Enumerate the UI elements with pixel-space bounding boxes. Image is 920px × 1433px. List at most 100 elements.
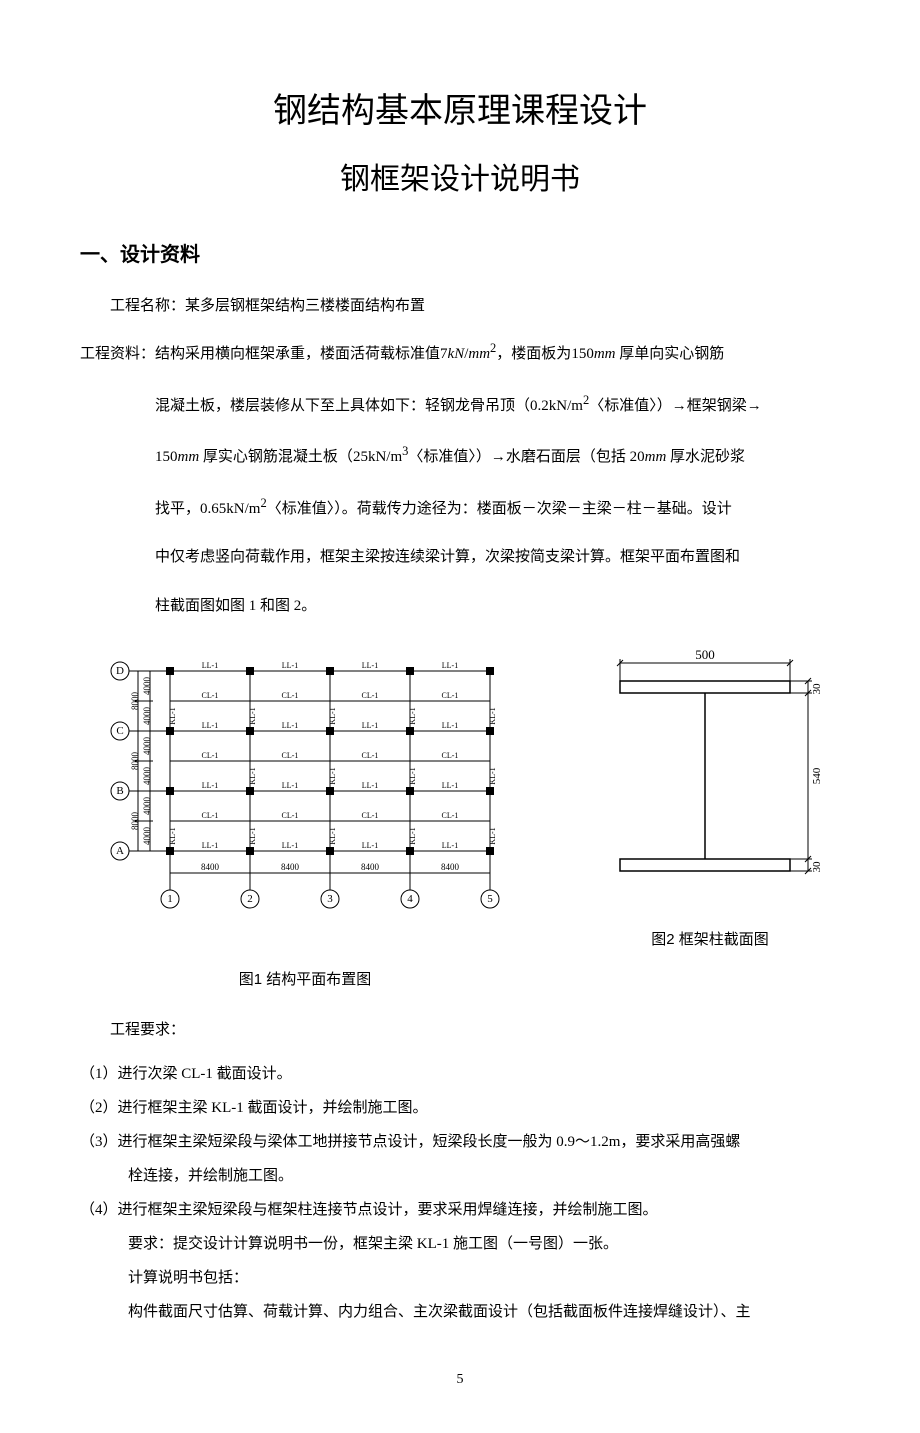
svg-text:KL-1: KL-1 bbox=[408, 767, 417, 784]
axis-1: 1 bbox=[167, 893, 173, 905]
formula-4: 0.65kN/m2 bbox=[200, 501, 267, 517]
svg-text:CL-1: CL-1 bbox=[202, 751, 219, 760]
req-7: 构件截面尺寸估算、荷载计算、内力组合、主次梁截面设计（包括截面板件连接焊缝设计）… bbox=[80, 1297, 840, 1327]
req-4: （4）进行框架主梁短梁段与框架柱连接节点设计，要求采用焊缝连接，并绘制施工图。 bbox=[80, 1195, 840, 1225]
figure-2: 500 30 540 30 图2 框架柱截面图 bbox=[580, 641, 840, 954]
project-name-line: 工程名称：某多层钢框架结构三楼楼面结构布置 bbox=[80, 292, 840, 321]
svg-text:LL-1: LL-1 bbox=[362, 841, 378, 850]
svg-text:LL-1: LL-1 bbox=[442, 721, 458, 730]
dim-4000-6: 4000 bbox=[142, 827, 152, 846]
svg-text:LL-1: LL-1 bbox=[442, 661, 458, 670]
dim-8400-4: 8400 bbox=[441, 862, 460, 872]
info-line-5: 中仅考虑竖向荷载作用，框架主梁按连续梁计算，次梁按简支梁计算。框架平面布置图和 bbox=[80, 540, 840, 575]
svg-text:CL-1: CL-1 bbox=[282, 691, 299, 700]
dim-4000-5: 4000 bbox=[142, 797, 152, 816]
info2a: 混凝土板，楼层装修从下至上具体如下：轻钢龙骨吊顶（ bbox=[155, 398, 530, 414]
info-line-1: 工程资料：结构采用横向框架承重，楼面活荷载标准值7kN/mm2，楼面板为150m… bbox=[80, 334, 840, 372]
info-line-6: 柱截面图如图 1 和图 2。 bbox=[80, 589, 840, 624]
dim-500: 500 bbox=[695, 647, 715, 662]
svg-text:CL-1: CL-1 bbox=[202, 811, 219, 820]
svg-text:KL-1: KL-1 bbox=[488, 827, 497, 844]
figures-row: D C B A 1 2 3 4 5 8000 bbox=[80, 641, 840, 994]
val-150b: 150mm bbox=[155, 449, 199, 465]
info4a: 找平， bbox=[155, 501, 200, 517]
req-3b: 栓连接，并绘制施工图。 bbox=[80, 1161, 840, 1191]
svg-text:CL-1: CL-1 bbox=[442, 751, 459, 760]
svg-text:KL-1: KL-1 bbox=[168, 827, 177, 844]
svg-text:LL-1: LL-1 bbox=[202, 781, 218, 790]
svg-text:LL-1: LL-1 bbox=[202, 721, 218, 730]
svg-text:CL-1: CL-1 bbox=[362, 751, 379, 760]
dim-4000-2: 4000 bbox=[142, 707, 152, 726]
dim-4000-4: 4000 bbox=[142, 767, 152, 786]
svg-text:CL-1: CL-1 bbox=[282, 811, 299, 820]
page-number: 5 bbox=[80, 1367, 840, 1394]
req-5: 要求：提交设计计算说明书一份，框架主梁 KL-1 施工图（一号图）一张。 bbox=[80, 1229, 840, 1259]
info1c: 厚单向实心钢筋 bbox=[615, 346, 724, 362]
axis-3: 3 bbox=[327, 893, 333, 905]
plan-svg: D C B A 1 2 3 4 5 8000 bbox=[80, 641, 530, 951]
formula-1: 7kN/mm2 bbox=[440, 346, 496, 362]
svg-text:LL-1: LL-1 bbox=[362, 781, 378, 790]
project-name: 某多层钢框架结构三楼楼面结构布置 bbox=[185, 298, 425, 314]
kl-1: KL-1 bbox=[168, 707, 177, 724]
dim-4000-3: 4000 bbox=[142, 737, 152, 756]
dim-8400-1: 8400 bbox=[201, 862, 220, 872]
requirements-list: （1）进行次梁 CL-1 截面设计。 （2）进行框架主梁 KL-1 截面设计，并… bbox=[80, 1059, 840, 1327]
svg-text:KL-1: KL-1 bbox=[408, 827, 417, 844]
info3b: 厚实心钢筋混凝土板（ bbox=[199, 449, 353, 465]
dim-8400-3: 8400 bbox=[361, 862, 380, 872]
formula-2: 0.2kN/m2 bbox=[530, 398, 589, 414]
svg-text:CL-1: CL-1 bbox=[442, 811, 459, 820]
axis-2: 2 bbox=[247, 893, 253, 905]
svg-text:LL-1: LL-1 bbox=[282, 781, 298, 790]
svg-text:LL-1: LL-1 bbox=[442, 781, 458, 790]
dim-8000-1: 8000 bbox=[130, 692, 140, 711]
svg-text:KL-1: KL-1 bbox=[408, 707, 417, 724]
svg-text:CL-1: CL-1 bbox=[362, 811, 379, 820]
axis-C: C bbox=[116, 725, 123, 737]
req-6: 计算说明书包括： bbox=[80, 1263, 840, 1293]
project-info-label: 工程资料： bbox=[80, 346, 155, 362]
req-2: （2）进行框架主梁 KL-1 截面设计，并绘制施工图。 bbox=[80, 1093, 840, 1123]
axis-D: D bbox=[116, 665, 124, 677]
axis-5: 5 bbox=[487, 893, 493, 905]
svg-text:LL-1: LL-1 bbox=[282, 841, 298, 850]
title-sub: 钢框架设计说明书 bbox=[80, 151, 840, 208]
svg-text:KL-1: KL-1 bbox=[248, 767, 257, 784]
info-line-2: 混凝土板，楼层装修从下至上具体如下：轻钢龙骨吊顶（0.2kN/m2〈标准值〉）→… bbox=[80, 386, 840, 424]
svg-text:LL-1: LL-1 bbox=[362, 721, 378, 730]
fig2-caption: 图2 框架柱截面图 bbox=[580, 926, 840, 955]
info1a: 结构采用横向框架承重，楼面活荷载标准值 bbox=[155, 346, 440, 362]
dim-8400-2: 8400 bbox=[281, 862, 300, 872]
axis-B: B bbox=[116, 785, 123, 797]
svg-text:KL-1: KL-1 bbox=[328, 767, 337, 784]
svg-text:LL-1: LL-1 bbox=[442, 841, 458, 850]
svg-text:LL-1: LL-1 bbox=[282, 661, 298, 670]
axis-4: 4 bbox=[407, 893, 413, 905]
val-150: 150mm bbox=[571, 346, 615, 362]
svg-text:KL-1: KL-1 bbox=[248, 827, 257, 844]
svg-text:LL-1: LL-1 bbox=[202, 841, 218, 850]
column-section-svg: 500 30 540 30 bbox=[580, 641, 840, 911]
info3e: 厚水泥砂浆 bbox=[666, 449, 745, 465]
svg-text:KL-1: KL-1 bbox=[488, 707, 497, 724]
val-20: 20mm bbox=[630, 449, 667, 465]
svg-text:CL-1: CL-1 bbox=[282, 751, 299, 760]
info-line-4: 找平，0.65kN/m2〈标准值〉）。荷载传力途径为：楼面板－次梁－主梁－柱－基… bbox=[80, 489, 840, 527]
svg-text:KL-1: KL-1 bbox=[488, 767, 497, 784]
project-name-label: 工程名称： bbox=[110, 298, 185, 314]
title-main: 钢结构基本原理课程设计 bbox=[80, 80, 840, 145]
svg-text:KL-1: KL-1 bbox=[248, 707, 257, 724]
axis-A: A bbox=[116, 845, 124, 857]
dim-4000-1: 4000 bbox=[142, 677, 152, 696]
dim-8000-3: 8000 bbox=[130, 812, 140, 831]
section-heading-1: 一、设计资料 bbox=[80, 236, 840, 274]
dim-30-bot: 30 bbox=[811, 861, 823, 873]
info3c: 〈标准值〉）→水磨石面层（包括 bbox=[408, 449, 629, 465]
info2b: 〈标准值〉）→框架钢梁→ bbox=[589, 398, 762, 414]
req-1: （1）进行次梁 CL-1 截面设计。 bbox=[80, 1059, 840, 1089]
dim-30-top: 30 bbox=[811, 683, 823, 695]
dim-540: 540 bbox=[811, 767, 823, 784]
dim-8000-2: 8000 bbox=[130, 752, 140, 771]
